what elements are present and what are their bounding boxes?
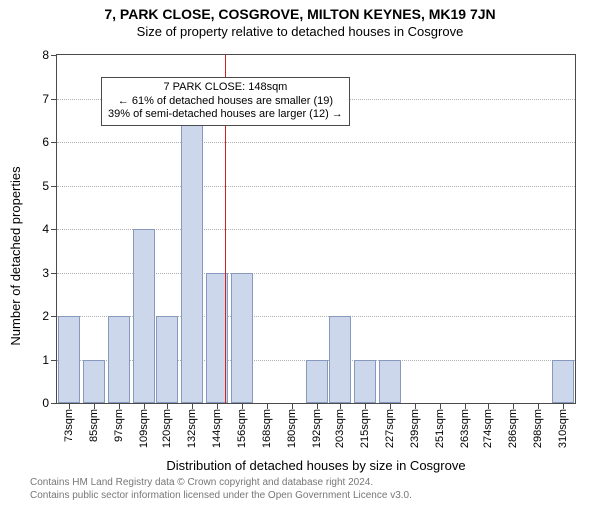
y-tick-label: 8: [42, 48, 49, 62]
x-tick-label: 156sqm: [236, 409, 248, 448]
y-tick: [51, 55, 57, 56]
y-tick-label: 6: [42, 135, 49, 149]
x-tick-label: 310sqm: [557, 409, 569, 448]
x-tick-label: 298sqm: [532, 409, 544, 448]
histogram-bar: [329, 316, 351, 403]
y-tick-label: 3: [42, 266, 49, 280]
x-tick-label: 286sqm: [507, 409, 519, 448]
y-tick: [51, 186, 57, 187]
histogram-bar: [552, 360, 574, 404]
footer-line2: Contains public sector information licen…: [30, 489, 590, 502]
x-tick-label: 263sqm: [459, 409, 471, 448]
info-box-line2: ← 61% of detached houses are smaller (19…: [108, 95, 343, 109]
y-tick: [51, 229, 57, 230]
y-axis-title: Number of detached properties: [8, 166, 23, 345]
y-tick: [51, 360, 57, 361]
histogram-bar: [83, 360, 105, 404]
x-tick-label: 73sqm: [63, 409, 75, 442]
x-tick-label: 120sqm: [161, 409, 173, 448]
y-tick-label: 4: [42, 222, 49, 236]
x-tick-label: 203sqm: [334, 409, 346, 448]
histogram-bar: [58, 316, 80, 403]
x-tick-label: 274sqm: [482, 409, 494, 448]
histogram-bar: [379, 360, 401, 404]
y-tick-label: 2: [42, 309, 49, 323]
x-tick-label: 251sqm: [434, 409, 446, 448]
y-tick: [51, 316, 57, 317]
histogram-bar: [133, 229, 155, 403]
x-tick-label: 239sqm: [409, 409, 421, 448]
reference-info-box: 7 PARK CLOSE: 148sqm ← 61% of detached h…: [101, 77, 350, 126]
x-tick-label: 227sqm: [384, 409, 396, 448]
y-tick-label: 7: [42, 92, 49, 106]
y-tick: [51, 273, 57, 274]
footer-line1: Contains HM Land Registry data © Crown c…: [30, 476, 590, 489]
x-tick-label: 109sqm: [138, 409, 150, 448]
histogram-bar: [306, 360, 328, 404]
chart-subtitle: Size of property relative to detached ho…: [0, 24, 600, 39]
x-tick-label: 168sqm: [261, 409, 273, 448]
histogram-bar: [108, 316, 130, 403]
info-box-line1: 7 PARK CLOSE: 148sqm: [108, 81, 343, 95]
x-tick-label: 215sqm: [359, 409, 371, 448]
gridline-h: [57, 186, 575, 187]
histogram-bar: [354, 360, 376, 404]
y-tick: [51, 99, 57, 100]
x-tick-label: 132sqm: [186, 409, 198, 448]
info-box-line3: 39% of semi-detached houses are larger (…: [108, 108, 343, 122]
x-tick-label: 192sqm: [311, 409, 323, 448]
histogram-bar: [156, 316, 178, 403]
histogram-bar: [231, 273, 253, 404]
x-axis-title: Distribution of detached houses by size …: [56, 458, 576, 473]
y-tick-label: 5: [42, 179, 49, 193]
x-tick-label: 180sqm: [286, 409, 298, 448]
chart-plot-area: 01234567873sqm85sqm97sqm109sqm120sqm132s…: [56, 54, 576, 404]
footer-attribution: Contains HM Land Registry data © Crown c…: [30, 476, 590, 502]
x-tick-label: 97sqm: [113, 409, 125, 442]
gridline-h: [57, 142, 575, 143]
y-tick-label: 1: [42, 353, 49, 367]
page-title: 7, PARK CLOSE, COSGROVE, MILTON KEYNES, …: [0, 6, 600, 22]
histogram-bar: [181, 99, 203, 404]
y-tick: [51, 403, 57, 404]
y-tick-label: 0: [42, 396, 49, 410]
x-tick-label: 144sqm: [211, 409, 223, 448]
y-tick: [51, 142, 57, 143]
x-tick-label: 85sqm: [88, 409, 100, 442]
